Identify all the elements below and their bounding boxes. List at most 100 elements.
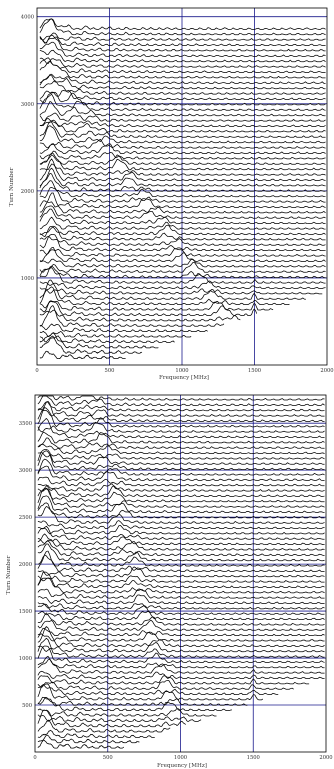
bottom-spectrum-trace <box>37 603 325 615</box>
bottom-spectrum-trace <box>37 485 325 497</box>
bottom-spectrum-trace <box>37 525 325 535</box>
bottom-spectrum-trace <box>37 400 325 422</box>
top-x-tick-label: 0 <box>35 368 38 374</box>
top-x-axis-label: Frequency [MHz] <box>159 375 209 381</box>
top-spectrum-trace <box>39 305 225 327</box>
top-spectrum-trace <box>39 267 326 279</box>
bottom-spectrum-trace <box>37 575 325 583</box>
top-spectrum-trace <box>39 18 326 30</box>
bottom-spectrum-trace <box>37 401 325 412</box>
top-spectrum-trace <box>39 335 175 343</box>
bottom-spectrum-trace <box>37 709 186 728</box>
bottom-spectrum-trace <box>37 483 325 492</box>
bottom-spectrum-trace <box>37 395 325 401</box>
bottom-spectrum-trace <box>37 708 217 717</box>
bottom-spectrum-trace <box>37 642 325 653</box>
bottom-spectrum-trace <box>37 395 325 406</box>
bottom-y-tick-label: 1000 <box>19 656 32 662</box>
bottom-spectrum-trace <box>37 594 325 604</box>
bottom-spectrum-trace <box>37 421 325 433</box>
bottom-spectrum-trace <box>37 602 325 610</box>
bottom-spectrum-trace <box>37 577 325 594</box>
bottom-spectrum-trace <box>37 431 325 444</box>
bottom-x-tick-label: 500 <box>103 755 113 761</box>
bottom-y-axis-label: Turn Number <box>6 555 12 594</box>
bottom-spectrum-trace <box>37 554 325 567</box>
bottom-y-tick-label: 3000 <box>19 468 32 474</box>
bottom-x-tick-label: 1500 <box>247 755 260 761</box>
bottom-spectrum-trace <box>37 658 325 669</box>
bottom-spectrum-trace <box>37 645 325 663</box>
bottom-spectrum-trace <box>37 637 325 658</box>
top-spectrum-trace <box>39 335 143 354</box>
bottom-spectrum-trace <box>37 714 202 722</box>
top-spectrum-trace <box>39 246 326 262</box>
top-spectrum-trace <box>39 332 159 349</box>
top-spectrum-trace <box>39 158 326 181</box>
bottom-spectrum-trace <box>37 729 155 738</box>
top-spectrum-trace <box>39 286 290 306</box>
top-spectrum-trace <box>39 301 258 316</box>
bottom-spectrum-trace <box>37 670 325 679</box>
bottom-spectrum-trace <box>37 611 325 620</box>
bottom-spectrum-trace <box>37 612 325 626</box>
bottom-spectrum-trace <box>37 543 325 562</box>
top-x-tick-label: 500 <box>105 368 115 374</box>
top-spectrum-trace <box>39 101 326 117</box>
top-spectrum-trace <box>39 150 326 160</box>
bottom-spectrum-trace <box>37 452 325 460</box>
top-y-tick-label: 3000 <box>21 102 34 108</box>
top-spectrum-trace <box>39 280 326 289</box>
bottom-y-ticks: 500 1000 1500 2000 2500 3000 3500 <box>19 421 32 709</box>
top-spectrum-trace <box>39 224 326 235</box>
bottom-spectrum-trace <box>37 719 171 733</box>
top-spectrum-trace <box>39 121 326 138</box>
top-waterfall-chart: 0 500 1000 1500 2000 1000 2000 3000 4000 Freque… <box>9 7 334 381</box>
bottom-spectrum-trace <box>37 655 325 674</box>
top-spectrum-trace <box>39 34 326 52</box>
bottom-spectrum-trace <box>37 540 325 556</box>
bottom-spectrum-trace <box>37 632 325 642</box>
bottom-spectrum-trace <box>37 449 325 465</box>
bottom-spectrum-trace <box>37 680 294 690</box>
bottom-spectrum-trace <box>37 533 325 551</box>
top-x-ticks: 0 500 1000 1500 2000 <box>35 368 333 374</box>
top-spectrum-trace <box>39 36 326 46</box>
top-grid <box>37 8 327 365</box>
top-spectrum-trace <box>39 248 326 257</box>
top-spectrum-trace <box>39 265 326 284</box>
bottom-spectrum-trace <box>37 487 325 508</box>
top-spectrum-trace <box>39 172 326 192</box>
bottom-spectrum-trace <box>37 506 325 524</box>
bottom-spectrum-trace <box>37 408 325 417</box>
top-spectrum-trace <box>39 32 326 41</box>
top-spectrum-trace <box>39 74 326 90</box>
bottom-y-tick-label: 2500 <box>19 515 32 521</box>
bottom-x-tick-label: 2000 <box>319 755 332 761</box>
top-y-ticks: 1000 2000 3000 4000 <box>21 15 34 282</box>
bottom-spectrum-trace <box>37 418 325 438</box>
bottom-spectrum-trace <box>37 450 325 471</box>
bottom-spectrum-trace <box>37 739 125 749</box>
top-spectrum-trace <box>39 309 241 322</box>
top-spectrum-trace <box>39 192 326 214</box>
top-spectrum-trace <box>39 187 326 203</box>
bottom-x-tick-label: 1000 <box>174 755 187 761</box>
bottom-spectrum-trace <box>37 465 325 481</box>
top-y-tick-label: 2000 <box>21 189 34 195</box>
bottom-y-tick-label: 500 <box>22 703 32 709</box>
bottom-spectrum-trace <box>37 619 325 631</box>
top-spectrum-trace <box>39 57 326 73</box>
bottom-spectrum-trace <box>37 525 325 540</box>
top-spectrum-trace <box>39 208 326 225</box>
top-spectrum-trace <box>39 300 274 311</box>
bottom-spectrum-trace <box>37 488 325 503</box>
top-spectrum-trace <box>39 73 326 84</box>
bottom-spectrum-trace <box>37 437 325 449</box>
top-spectrum-trace <box>39 91 326 106</box>
top-plot-frame <box>36 7 328 366</box>
top-spectrum-trace <box>39 258 326 268</box>
top-spectrum-trace <box>39 57 326 68</box>
top-spectrum-trace <box>39 60 326 79</box>
